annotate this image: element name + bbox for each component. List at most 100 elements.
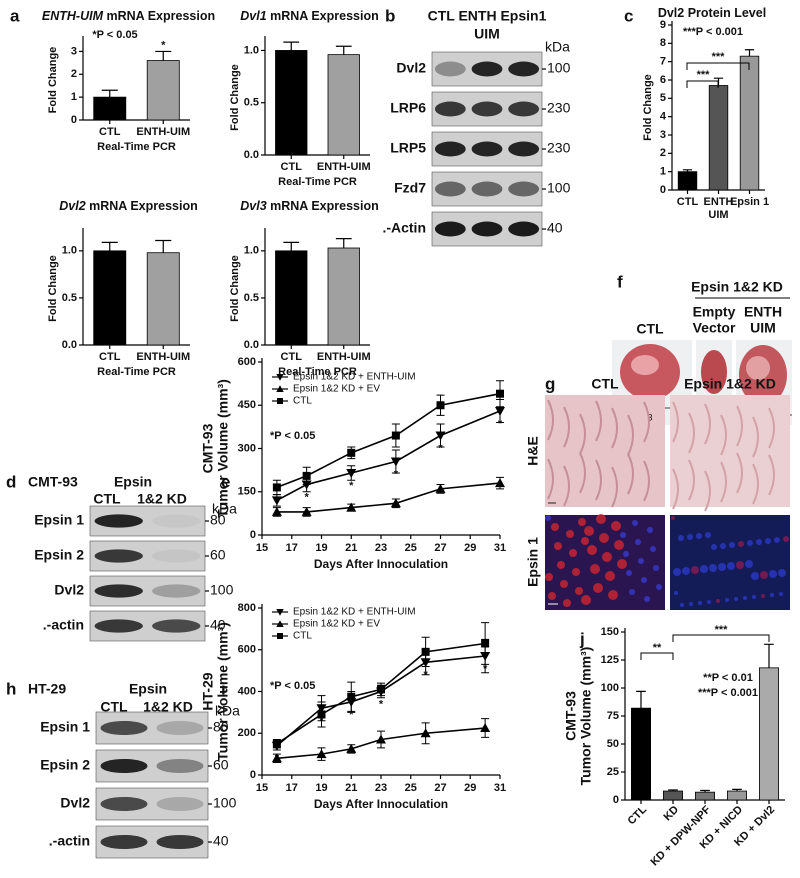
tissue-stroke xyxy=(704,403,711,445)
x-axis-label: Real-Time PCR xyxy=(278,176,357,188)
if-ctl xyxy=(545,515,665,610)
tissue-stroke xyxy=(595,400,602,442)
panel-label: b xyxy=(385,6,395,25)
band xyxy=(100,720,148,736)
stain xyxy=(620,532,626,538)
marker xyxy=(390,498,401,508)
y-tick-label: 0.5 xyxy=(62,292,77,304)
stain xyxy=(593,583,603,593)
mw-label: 60 xyxy=(213,757,229,773)
y-tick-label: 4 xyxy=(660,111,667,123)
y-axis-label: Tumor Volume (mm³) xyxy=(215,379,231,518)
bar xyxy=(275,250,308,346)
series-line xyxy=(276,392,501,489)
y-axis-label: CMT-93 xyxy=(563,691,579,741)
stain xyxy=(736,561,744,569)
stain xyxy=(587,545,597,555)
tissue-stroke xyxy=(720,414,727,456)
marker xyxy=(272,483,281,492)
band xyxy=(100,796,148,812)
y-tick-label: 0.5 xyxy=(244,292,259,304)
band xyxy=(471,101,503,117)
stain xyxy=(765,538,771,544)
tissue-stroke xyxy=(611,407,618,449)
x-tick-label: 21 xyxy=(345,782,357,794)
x-axis-label: Days After Innoculation xyxy=(314,797,448,811)
panel-label: e xyxy=(221,472,230,491)
marker xyxy=(435,431,446,441)
lane-label: CTL xyxy=(100,699,128,715)
x-tick-label: 29 xyxy=(464,542,476,554)
band xyxy=(94,584,143,598)
stain xyxy=(738,541,744,547)
y-tick-label: 0.0 xyxy=(244,149,259,161)
y-tick-label: 3 xyxy=(660,129,666,141)
mw-label: 230 xyxy=(547,140,571,156)
marker xyxy=(495,407,505,417)
photo-label: CTL xyxy=(591,376,619,392)
x-tick-label: 17 xyxy=(286,542,298,554)
blot-header: UIM xyxy=(474,26,500,42)
x-tick-label: ENTH-UIM xyxy=(136,126,190,138)
y-tick-label: 2 xyxy=(71,68,77,80)
legend-marker xyxy=(276,620,284,627)
band xyxy=(471,221,503,237)
x-tick-label: 19 xyxy=(315,542,327,554)
tissue-stroke xyxy=(768,407,775,449)
tissue-stroke xyxy=(720,461,727,503)
stain xyxy=(590,564,600,574)
stain xyxy=(671,516,675,520)
stain xyxy=(770,593,774,597)
mw-label: 230 xyxy=(547,100,571,116)
y-tick-label: 0 xyxy=(71,114,77,126)
marker xyxy=(347,692,356,701)
panel-label: i xyxy=(221,679,226,698)
annotation: *** xyxy=(715,624,729,636)
tissue-stroke xyxy=(579,413,586,455)
x-tick-label: CTL xyxy=(281,161,303,173)
chart-title: Dvl3 mRNA Expression xyxy=(240,199,378,213)
legend-marker xyxy=(276,609,284,616)
y-tick-label: 5 xyxy=(660,92,666,104)
error-bar xyxy=(732,788,742,792)
tissue-stroke xyxy=(611,466,618,508)
stain xyxy=(560,580,568,588)
marker xyxy=(301,506,312,516)
title-text: mRNA Expression xyxy=(107,9,216,23)
y-tick-label: 1 xyxy=(660,166,666,178)
stain xyxy=(734,597,738,601)
stain xyxy=(581,595,591,605)
y-tick-label: 600 xyxy=(238,644,256,656)
legend-marker xyxy=(277,398,283,404)
significance: * xyxy=(349,480,354,492)
bar xyxy=(708,85,729,191)
stain xyxy=(756,539,762,545)
x-axis-label: Days After Innoculation xyxy=(314,557,448,571)
tissue-stroke xyxy=(579,452,586,494)
annotation: ** xyxy=(653,642,662,654)
x-tick-label: 29 xyxy=(464,782,476,794)
bar xyxy=(327,54,360,156)
y-axis-label: Fold Change xyxy=(229,255,241,322)
chart-title: ENTH-UIM mRNA Expression xyxy=(42,9,215,23)
panel-label: f xyxy=(617,272,623,291)
y-tick-label: 1.0 xyxy=(244,245,259,257)
blot-label: Epsin 1 xyxy=(34,512,84,528)
stain xyxy=(650,546,656,552)
chart-title: Dvl2 Protein Level xyxy=(658,6,766,20)
photo-label: Epsin 1&2 KD xyxy=(684,376,776,392)
stain xyxy=(551,523,559,531)
lane-label: 1&2 KD xyxy=(143,699,193,715)
panel-label: c xyxy=(624,6,633,25)
y-tick-label: 75 xyxy=(607,710,619,722)
marker xyxy=(302,471,311,480)
band xyxy=(94,619,143,633)
tissue-stroke xyxy=(563,406,570,448)
stain xyxy=(691,566,699,574)
band xyxy=(94,514,143,528)
x-tick-label: CTL xyxy=(99,126,121,138)
x-tick-label: ENTH-UIM xyxy=(136,351,190,363)
tissue-stroke xyxy=(688,459,695,501)
band xyxy=(434,61,466,77)
bar xyxy=(93,250,127,346)
